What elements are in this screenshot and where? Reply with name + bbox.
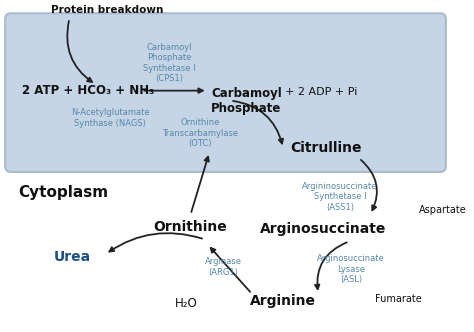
Text: Protein breakdown: Protein breakdown: [51, 5, 163, 15]
Text: Aspartate: Aspartate: [419, 205, 467, 214]
FancyBboxPatch shape: [5, 13, 446, 172]
Text: Urea: Urea: [54, 250, 91, 264]
Text: Ornithine: Ornithine: [154, 220, 228, 234]
Text: Arginosuccinate: Arginosuccinate: [260, 222, 386, 236]
Text: Arginase
(ARG1): Arginase (ARG1): [205, 257, 242, 277]
Text: Arginosuccinate
Lysase
(ASL): Arginosuccinate Lysase (ASL): [318, 254, 385, 284]
Text: Carbamoyl
Phosphate: Carbamoyl Phosphate: [211, 87, 282, 115]
Text: 2 ATP + HCO₃ + NH₃: 2 ATP + HCO₃ + NH₃: [22, 84, 155, 97]
Text: Cytoplasm: Cytoplasm: [18, 185, 109, 200]
Text: N-Acetylglutamate
Synthase (NAGS): N-Acetylglutamate Synthase (NAGS): [71, 109, 149, 128]
Text: Carbamoyl
Phosphate
Synthetase I
(CPS1): Carbamoyl Phosphate Synthetase I (CPS1): [144, 43, 196, 83]
Text: Ornithine
Transcarbamylase
(OTC): Ornithine Transcarbamylase (OTC): [162, 119, 238, 148]
Text: Arginine: Arginine: [250, 294, 316, 308]
Text: H₂O: H₂O: [174, 297, 197, 310]
Text: Citrulline: Citrulline: [290, 141, 361, 155]
Text: Argininosuccinate
Synthetase I
(ASS1): Argininosuccinate Synthetase I (ASS1): [302, 182, 378, 212]
Text: Fumarate: Fumarate: [375, 294, 422, 304]
Text: + 2 ADP + Pi: + 2 ADP + Pi: [285, 87, 357, 97]
